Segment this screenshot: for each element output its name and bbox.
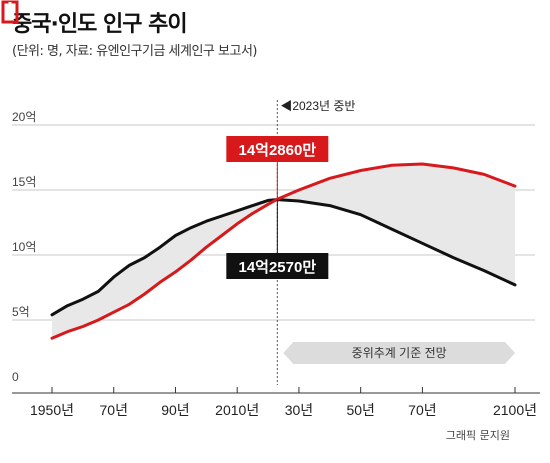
graphic-credit: 그래픽 문지원 — [445, 429, 510, 442]
china-callout-box — [226, 253, 329, 279]
publisher-logo-icon — [1, 0, 19, 24]
x-tick-label: 30년 — [285, 402, 313, 418]
series-lines — [50, 162, 517, 340]
value-callouts: 14억2860만 14억2570만 — [226, 136, 329, 279]
y-tick-label: 0 — [12, 370, 19, 384]
y-tick-label: 5억 — [12, 305, 30, 319]
projection-label: 중위추계 기준 전망 — [352, 346, 447, 360]
marker-label-2023: ◀2023년 중반 — [280, 99, 355, 113]
x-tick-label: 50년 — [346, 402, 374, 418]
y-axis-labels: 0 5억 10억 15억 20억 — [12, 110, 36, 384]
series-line-0 — [50, 198, 517, 317]
china-value-label: 14억2570만 — [238, 258, 316, 276]
x-tick-label: 90년 — [161, 402, 189, 418]
chart-subtitle: (단위: 명, 자료: 유엔인구기금 세계인구 보고서) — [12, 44, 257, 59]
gap-area — [52, 164, 515, 339]
projection-band: 중위추계 기준 전망 — [283, 342, 515, 364]
x-tick-label: 70년 — [100, 402, 128, 418]
india-callout-box — [226, 136, 329, 162]
x-tick-label: 1950년 — [30, 402, 74, 418]
x-tick-label: 2100년 — [493, 402, 537, 418]
y-tick-label: 10억 — [12, 240, 36, 254]
x-tick-label: 2010년 — [215, 402, 259, 418]
projection-arrow — [283, 342, 515, 364]
x-axis-ticks: 1950년 70년 90년 2010년 30년 50년 70년 2100년 — [30, 387, 537, 418]
x-tick-label: 70년 — [408, 402, 436, 418]
series-line-1 — [50, 162, 517, 340]
y-tick-label: 20억 — [12, 110, 36, 124]
chart-title: 중국·인도 인구 추이 — [12, 12, 188, 37]
y-tick-label: 15억 — [12, 175, 36, 189]
india-value-label: 14억2860만 — [238, 141, 316, 159]
